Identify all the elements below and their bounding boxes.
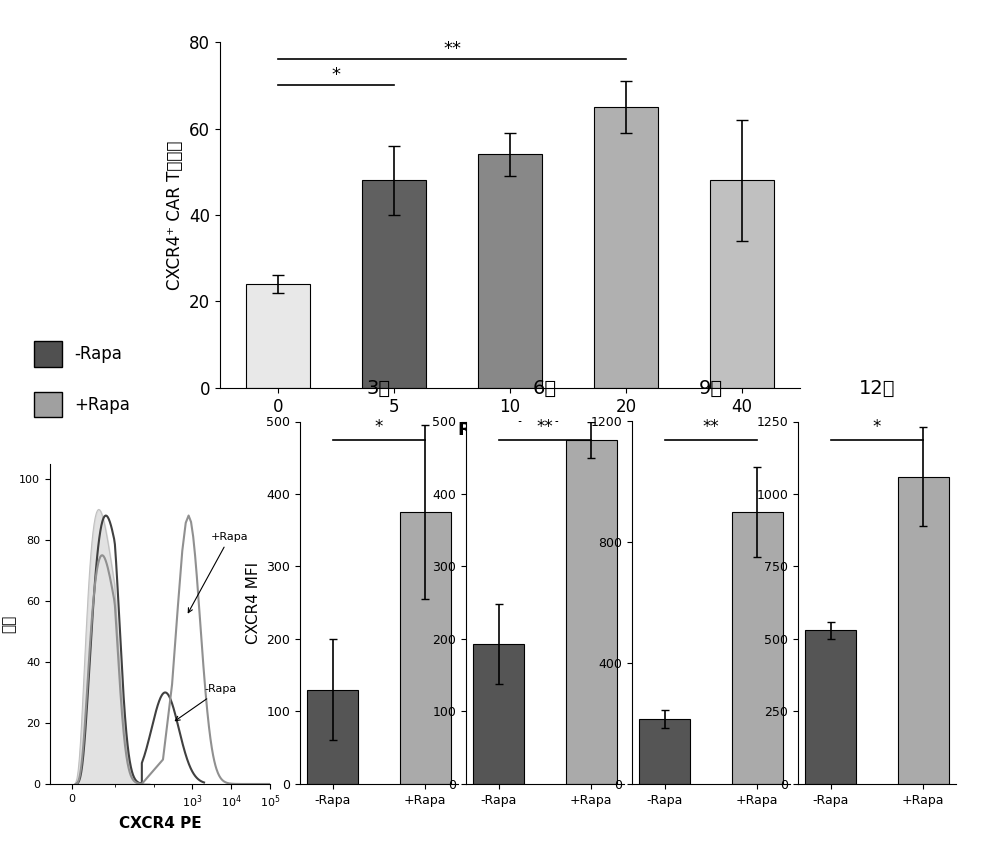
Title: 9天: 9天 (699, 379, 723, 398)
Bar (473, 644, 524, 784)
Bar (34, 392, 62, 417)
Text: +Rapa: +Rapa (188, 532, 249, 613)
Text: **: ** (703, 418, 719, 436)
Y-axis label: 数目: 数目 (2, 615, 16, 633)
Text: *: * (332, 66, 341, 84)
X-axis label: Rapa (nM): Rapa (nM) (458, 421, 562, 439)
Text: *: * (375, 418, 383, 436)
Bar (898, 476, 949, 784)
Bar (710, 180, 774, 388)
Bar (307, 690, 358, 784)
Bar (732, 512, 783, 784)
Bar (478, 154, 542, 388)
Text: -Rapa: -Rapa (74, 345, 122, 363)
Bar (34, 341, 62, 367)
Bar (362, 180, 426, 388)
Y-axis label: CXCR4 MFI: CXCR4 MFI (246, 561, 261, 644)
Bar (566, 439, 617, 784)
Text: **: ** (443, 40, 461, 58)
Text: -Rapa: -Rapa (175, 685, 236, 721)
Bar (594, 107, 658, 388)
Bar (246, 284, 310, 388)
Text: *: * (873, 418, 881, 436)
Title: 12天: 12天 (859, 379, 895, 398)
Y-axis label: CXCR4⁺ CAR T百分数: CXCR4⁺ CAR T百分数 (166, 140, 184, 290)
Bar (639, 719, 690, 784)
Title: 6天: 6天 (533, 379, 557, 398)
Text: **: ** (537, 418, 553, 436)
Bar (400, 512, 451, 784)
Text: +Rapa: +Rapa (74, 395, 130, 414)
Title: 3天: 3天 (367, 379, 391, 398)
Bar (805, 631, 856, 784)
X-axis label: CXCR4 PE: CXCR4 PE (119, 816, 201, 831)
